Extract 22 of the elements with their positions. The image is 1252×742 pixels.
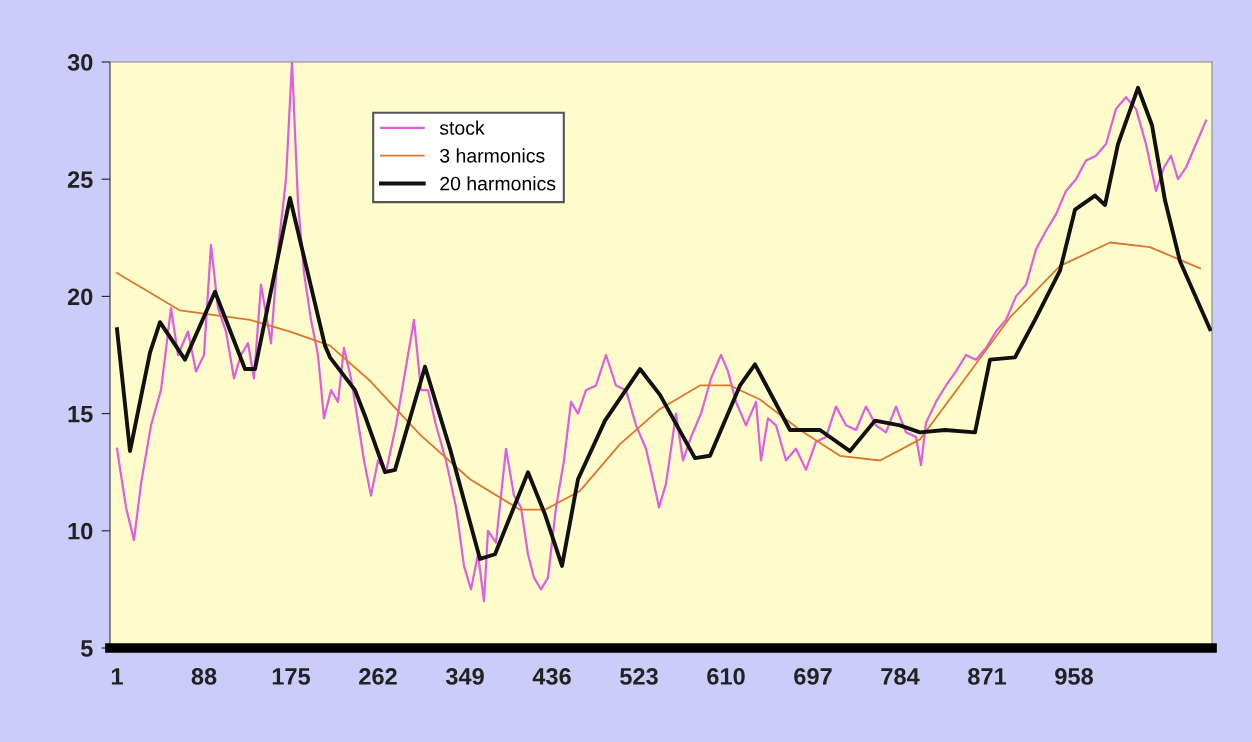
x-tick-label: 784 <box>881 668 920 685</box>
y-tick-label: 5 <box>80 640 93 657</box>
legend-label: stock <box>439 120 485 135</box>
y-tick-label: 10 <box>68 522 93 540</box>
legend-label: 20 harmonics <box>440 176 556 191</box>
y-tick-label: 15 <box>68 405 93 423</box>
x-tick-label: 436 <box>532 668 571 685</box>
x-tick-label: 349 <box>445 668 484 685</box>
x-tick-label: 958 <box>1055 668 1093 685</box>
x-tick-label: 523 <box>620 668 658 685</box>
x-tick-label: 1 <box>111 668 123 685</box>
legend-label: 3 harmonics <box>440 148 545 163</box>
x-tick-label: 697 <box>794 668 832 685</box>
y-tick-label: 25 <box>67 171 93 188</box>
x-tick-label: 88 <box>191 668 217 685</box>
y-tick-label: 30 <box>67 54 93 71</box>
x-tick-label: 175 <box>272 668 311 685</box>
x-tick-label: 871 <box>968 668 1007 685</box>
y-tick-label: 20 <box>67 288 93 306</box>
x-tick-label: 610 <box>707 668 745 685</box>
x-tick-label: 262 <box>359 668 397 685</box>
line-series <box>116 241 1201 511</box>
